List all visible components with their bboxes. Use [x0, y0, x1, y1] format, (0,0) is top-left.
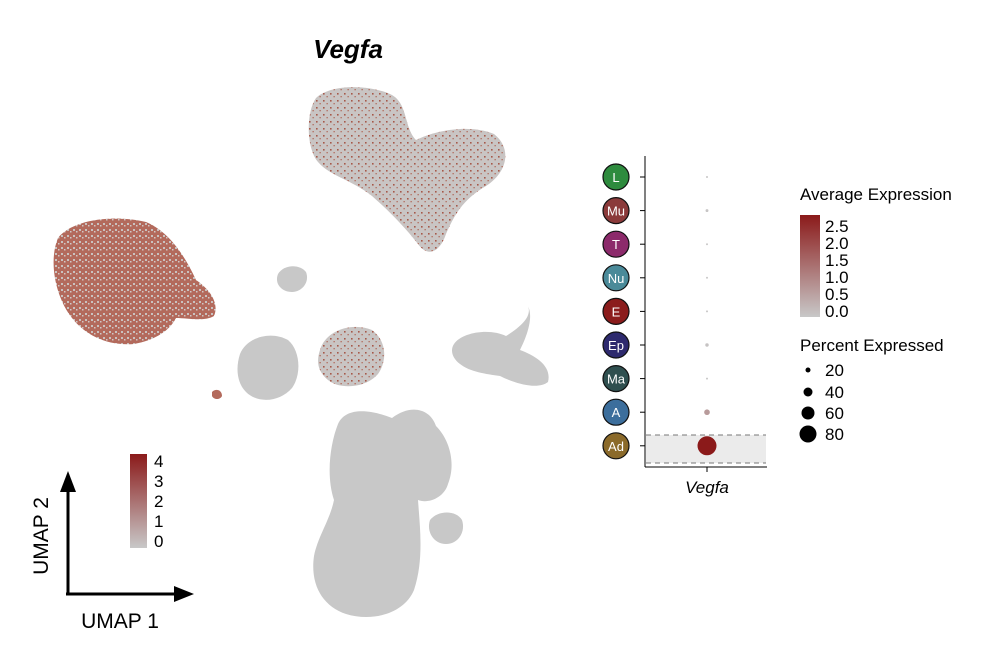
umap-scatter: [53, 87, 549, 617]
dot-plot-rows: L Mu T Nu E Ep Ma A Ad: [602, 163, 717, 460]
category-label-t: T: [612, 237, 620, 252]
umap-colorbar: 4 3 2 1 0: [130, 452, 163, 551]
legend-size-tick-60: 60: [825, 404, 844, 423]
legend-size-tick-40: 40: [825, 383, 844, 402]
dot-ma: [706, 377, 708, 380]
category-label-ma: Ma: [607, 372, 626, 387]
umap-colorbar-tick-4: 4: [154, 452, 163, 471]
category-badge-nu: [602, 264, 630, 292]
umap-cluster-bottom: [313, 409, 452, 617]
legend-size-dot-20: [805, 367, 811, 373]
category-label-nu: Nu: [608, 271, 625, 286]
category-label-ad: Ad: [608, 439, 624, 454]
legend-color-tick-2.0: 2.0: [825, 234, 849, 253]
dot-plot-x-label: Vegfa: [685, 478, 729, 497]
umap-cluster-right: [452, 306, 549, 386]
category-badge-ep: [602, 331, 630, 359]
category-badge-l: [602, 163, 630, 191]
umap-colorbar-tick-1: 1: [154, 512, 163, 531]
dot-plot: Vegfa L Mu T Nu E Ep Ma A Ad: [602, 156, 767, 497]
legend-size-title: Percent Expressed: [800, 336, 944, 355]
category-label-l: L: [612, 170, 619, 185]
category-badge-t: [602, 230, 630, 258]
umap-title: Vegfa: [313, 34, 383, 64]
category-label-ep: Ep: [608, 338, 624, 353]
umap-x-arrow-head: [174, 586, 194, 602]
umap-y-label: UMAP 2: [30, 497, 53, 575]
legend-color-tick-0.0: 0.0: [825, 302, 849, 321]
umap-colorbar-tick-0: 0: [154, 532, 163, 551]
category-badge-ma: [602, 365, 630, 393]
category-label-mu: Mu: [607, 204, 625, 219]
category-badge-e: [602, 297, 630, 325]
umap-cluster-left: [53, 218, 216, 345]
dot-a: [704, 409, 710, 416]
dot-t: [706, 243, 708, 246]
umap-colorbar-tick-2: 2: [154, 492, 163, 511]
dot-plot-legend: Average Expression 2.5 2.0 1.5 1.0 0.5 0…: [799, 185, 952, 444]
legend-color-tick-2.5: 2.5: [825, 217, 849, 236]
category-badge-mu: [602, 197, 630, 225]
umap-cluster-top: [308, 87, 506, 252]
umap-cluster-mid-left: [237, 335, 299, 400]
dot-e: [706, 310, 708, 313]
legend-size-tick-80: 80: [825, 425, 844, 444]
umap-cluster-mid: [318, 326, 385, 387]
dot-mu: [705, 209, 709, 213]
umap-cluster-bottom-right: [428, 512, 464, 544]
category-label-a: A: [612, 405, 621, 420]
legend-color-tick-1.5: 1.5: [825, 251, 849, 270]
dot-l: [706, 176, 708, 178]
umap-cluster-small-top: [276, 266, 308, 292]
umap-colorbar-gradient: [130, 454, 147, 548]
umap-x-label: UMAP 1: [81, 610, 159, 633]
legend-color-tick-1.0: 1.0: [825, 268, 849, 287]
legend-size-dot-60: [801, 406, 815, 420]
legend-size-dot-80: [799, 425, 817, 443]
umap-colorbar-tick-3: 3: [154, 472, 163, 491]
category-badge-ad: [602, 432, 630, 460]
dot-nu: [706, 276, 708, 279]
legend-color-gradient: [800, 215, 820, 317]
legend-size-tick-20: 20: [825, 361, 844, 380]
legend-color-tick-0.5: 0.5: [825, 285, 849, 304]
legend-size-dot-40: [803, 387, 813, 397]
category-label-e: E: [612, 304, 621, 319]
umap-cluster-tiny: [212, 389, 222, 399]
dot-ad: [697, 436, 717, 456]
legend-color-title: Average Expression: [800, 185, 952, 204]
category-badge-a: [602, 398, 630, 426]
umap-axes: UMAP 1 UMAP 2: [30, 471, 194, 633]
umap-y-arrow-head: [60, 471, 76, 492]
dot-ep: [705, 343, 709, 347]
